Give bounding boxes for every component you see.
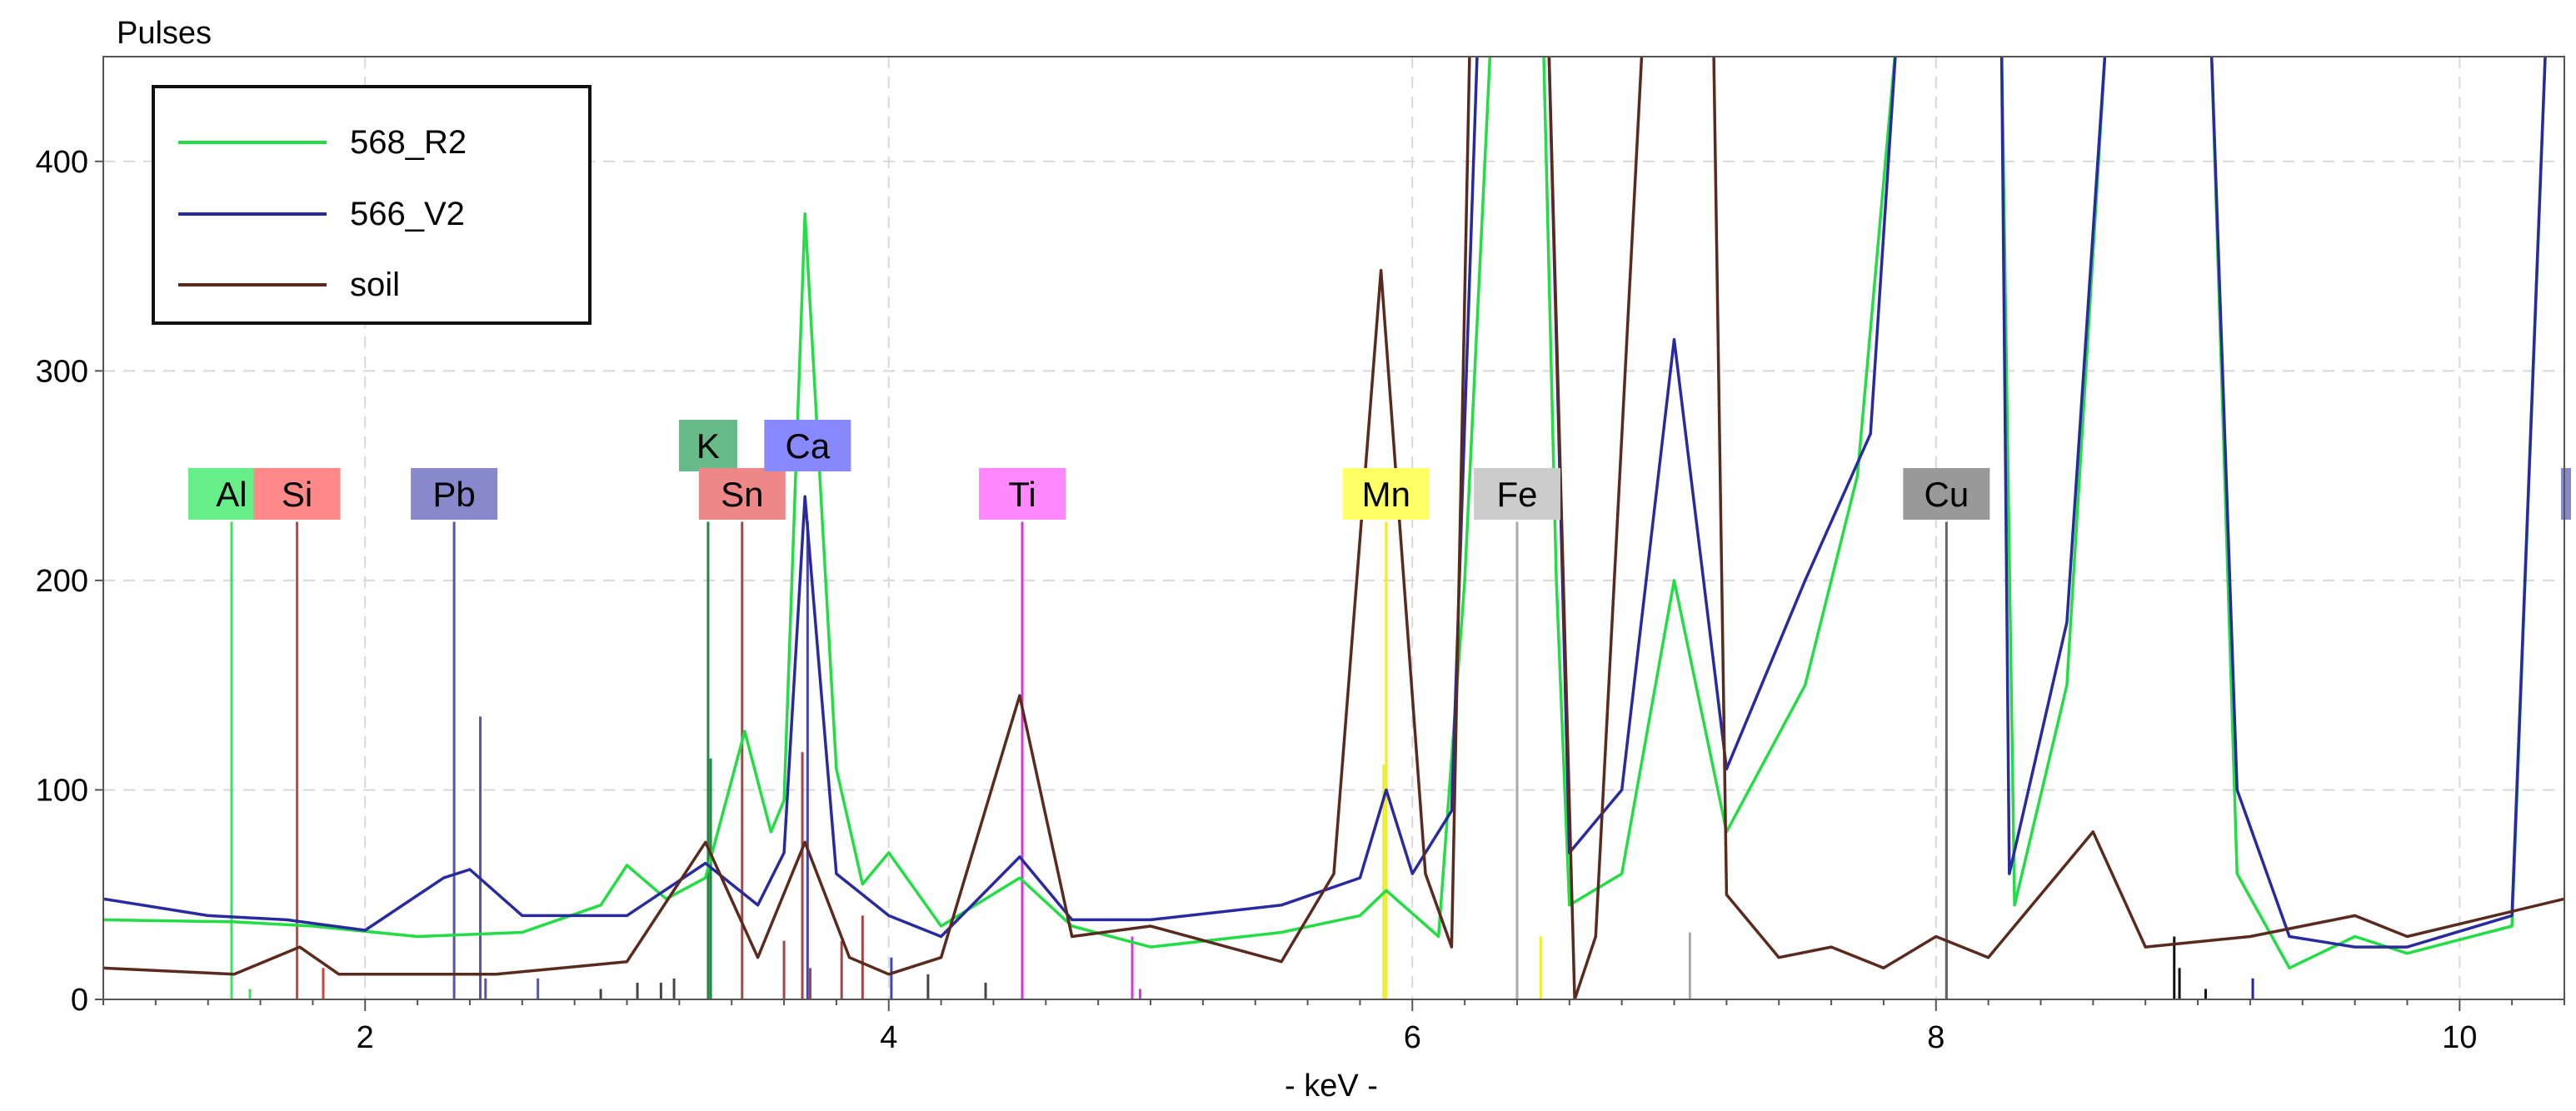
element-tag-k: [678, 420, 737, 471]
element-label-mn: Mn: [1362, 475, 1410, 514]
element-tag-ti: [979, 468, 1066, 520]
element-label-sn: Sn: [721, 475, 763, 514]
series-line-568-r2: [103, 57, 2547, 970]
y-axis-ticks: 0 100 200 300 400: [36, 145, 103, 1018]
element-tag-si: [253, 468, 341, 520]
element-label-al: Al: [216, 475, 247, 514]
legend-box: [152, 85, 592, 325]
x-tick-label: 2: [357, 1020, 374, 1055]
series-line-soil: [103, 57, 2564, 999]
legend-label-568-r2: 568_R2: [350, 124, 467, 161]
y-tick-label: 0: [71, 983, 88, 1018]
element-tag-mn: [1342, 468, 1430, 520]
y-tick-label: 400: [36, 145, 88, 180]
y-axis-title: Pulses: [117, 16, 212, 51]
element-label-fe: Fe: [1496, 475, 1537, 514]
element-label-k: K: [696, 426, 720, 466]
x-tick-label: 4: [880, 1020, 897, 1055]
legend-label-soil: soil: [350, 267, 400, 303]
x-tick-label: 6: [1404, 1020, 1421, 1055]
element-label-ti: Ti: [1008, 475, 1036, 514]
element-label-cu: Cu: [1925, 475, 1969, 514]
element-tag-sn: [698, 468, 786, 520]
element-label-pb: Pb: [432, 475, 475, 514]
y-tick-label: 300: [36, 354, 88, 389]
y-tick-label: 100: [36, 773, 88, 808]
x-axis-ticks: 2 4 6 8 10: [102, 999, 2565, 1055]
element-marker-labels: Al Si Pb KSn Ca Ti Mn Fe Cu: [187, 420, 2571, 520]
y-tick-label: 200: [36, 564, 88, 599]
series-lines: [103, 57, 2564, 999]
x-tick-label: 8: [1927, 1020, 1944, 1055]
element-label-ca: Ca: [785, 426, 830, 466]
element-tag-pb: [411, 468, 498, 520]
x-tick-label: 10: [2442, 1020, 2477, 1055]
element-tag-offscreen: [2561, 468, 2571, 520]
series-line-566-v2: [103, 57, 2547, 949]
plot-frame: [102, 56, 2565, 1000]
grid-lines: [103, 57, 2564, 999]
element-tag-fe: [1473, 468, 1560, 520]
legend-label-566-v2: 566_V2: [350, 196, 465, 232]
element-label-si: Si: [282, 475, 312, 514]
x-axis-title: - keV -: [1285, 1069, 1378, 1104]
element-tag-cu: [1903, 468, 1990, 520]
element-tag-ca: [764, 420, 851, 471]
legend: 568_R2 566_V2 soil: [152, 85, 592, 325]
